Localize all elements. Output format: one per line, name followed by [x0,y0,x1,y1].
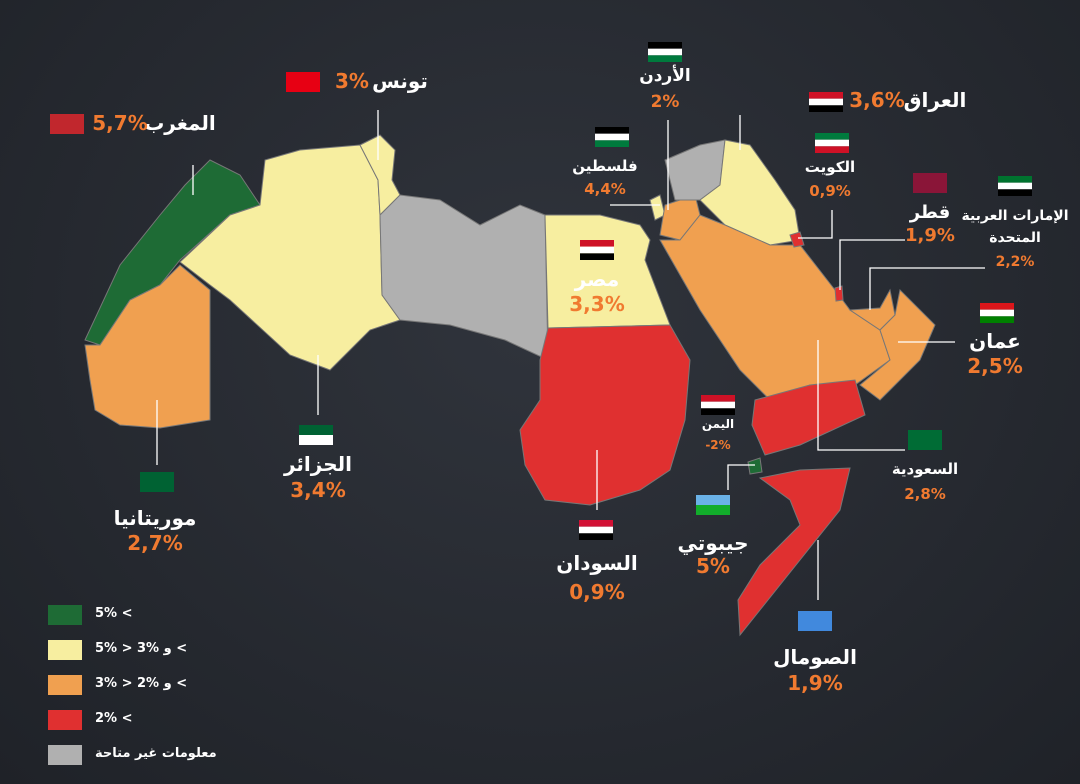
flag-stripe [913,173,947,193]
legend-label: 5% < [95,606,133,621]
flag-stripe [595,140,629,147]
country-value: 3,3% [569,292,625,316]
flag-stripe [648,48,682,56]
flag-stripe [299,425,333,435]
legend-label: معلومات غير متاحة [95,746,217,761]
flag-stripe [580,240,614,247]
country-name: موريتانيا [113,506,197,530]
flag-stripe [579,520,613,527]
flag-stripe [980,309,1014,317]
country-value: 3% [335,69,369,93]
flag-stripe [701,408,735,415]
country-value: 4,4% [584,179,626,198]
flag-stripe [579,526,613,534]
country-name: الكويت [804,157,856,176]
legend-label: 2% < [95,711,133,726]
flag-stripe [908,430,942,450]
country-value: 2,7% [127,531,183,555]
oman-shape [859,288,936,401]
legend-swatch [48,710,82,730]
flag-stripe [809,98,843,106]
country-value: 2% [650,92,680,113]
flag-stripe [809,92,843,99]
legend-swatch [48,640,82,660]
flag-stripe [701,395,735,402]
country-name: مصر [574,267,620,291]
country-name: اليمن [701,416,735,431]
flag-stripe [580,253,614,260]
leader-line [869,267,985,310]
country-name: الأردن [639,66,691,87]
country-value: 2,2% [995,254,1035,271]
flag-stripe [579,533,613,540]
country-name: العراق [903,88,967,112]
flag-stripe [696,495,730,505]
somalia-shape [737,467,851,637]
flag-stripe [980,303,1014,310]
flag-stripe [595,133,629,141]
tunisia-shape [359,134,401,217]
flag-stripe [809,105,843,112]
country-value: -2% [705,437,731,452]
flag-stripe [998,176,1032,183]
flag-stripe [595,127,629,134]
qatar-shape [834,285,844,302]
country-value: 0,9% [569,580,625,604]
country-value: 3,4% [290,478,346,502]
leader-line [839,239,905,290]
country-value: 5,7% [92,111,148,135]
country-name: قطر [909,202,951,224]
country-name: الصومال [773,645,857,669]
legend-swatch [48,675,82,695]
leader-line [727,464,755,490]
flag-stripe [299,435,333,445]
legend-swatch [48,745,82,765]
country-value: 5% [696,554,730,578]
legend-label: 3% > 2% و < [95,676,188,691]
sudan-shape [519,324,691,506]
flag-stripe [998,182,1032,190]
flag-stripe [580,246,614,254]
country-value: 1,9% [905,225,955,247]
mauritania-shape [84,264,211,429]
country-value: 2,5% [967,354,1023,378]
country-value: 1,9% [787,671,843,695]
flag-stripe [286,72,320,92]
country-name: السودان [556,551,638,575]
flag-stripe [815,146,849,153]
flag-stripe [701,401,735,409]
country-name: المغرب [144,111,216,135]
flag-stripe [798,611,832,631]
leader-line [817,340,905,451]
uae-shape [848,288,896,331]
flag-stripe [815,133,849,140]
country-value: 2,8% [904,484,946,503]
flag-stripe [998,189,1032,196]
country-name: عمان [969,329,1021,353]
legend-label: 5% > 3% و < [95,641,188,656]
legend-swatch [48,605,82,625]
flag-stripe [815,139,849,147]
country-name: الإمارات العربية المتحدة [961,208,1069,247]
country-name: السعودية [891,459,959,478]
flag-stripe [50,114,84,134]
flag-stripe [648,55,682,62]
country-name: جيبوتي [677,531,749,555]
flag-stripe [648,42,682,49]
flag-stripe [140,472,174,492]
leader-line [798,210,833,239]
country-value: 3,6% [849,88,905,112]
djibouti-shape [747,457,763,475]
flag-stripe [696,505,730,515]
country-name: فلسطين [572,156,638,175]
country-name: تونس [372,69,428,93]
country-name: الجزائر [283,452,353,476]
flag-stripe [980,316,1014,323]
kuwait-shape [789,231,805,248]
country-value: 0,9% [809,181,851,200]
